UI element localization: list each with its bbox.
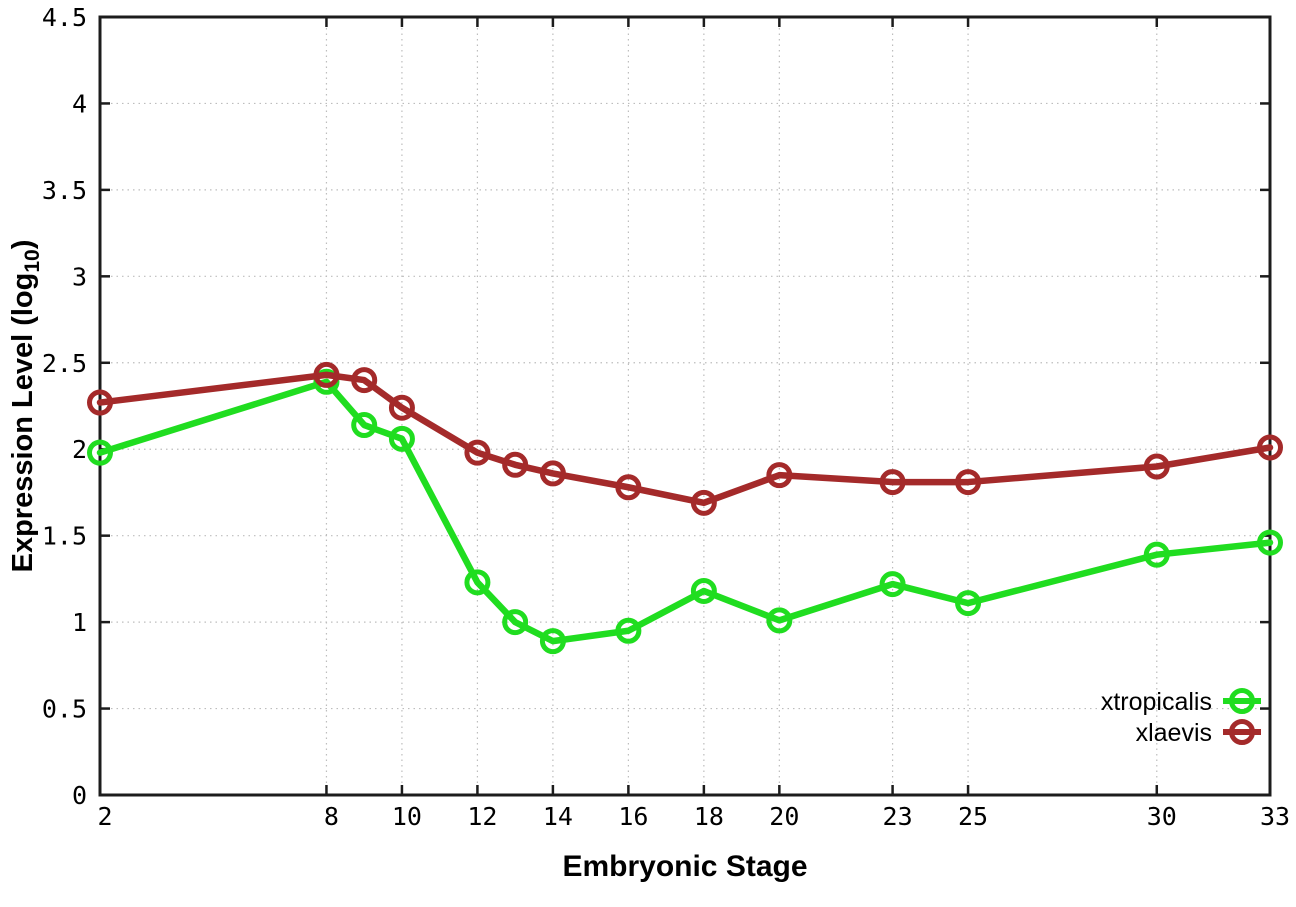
x-tick-label-14: 14 [543, 802, 573, 831]
data-point-xlaevis-stage-30 [1143, 453, 1170, 480]
x-tick-label-30: 30 [1147, 802, 1177, 831]
x-tick-label-8: 8 [324, 802, 339, 831]
data-point-xlaevis-stage-12 [464, 439, 491, 466]
series-line-xtropicalis [96, 378, 1274, 645]
data-point-xlaevis-stage-2 [87, 389, 113, 416]
y-tick-label-3: 3 [72, 262, 87, 291]
x-tick-label-25: 25 [958, 802, 988, 831]
data-point-xtropicalis-stage-16 [615, 617, 642, 644]
legend-marker-xlaevis [1229, 719, 1255, 745]
y-tick-label-0.5: 0.5 [42, 695, 87, 724]
y-tick-label-2: 2 [72, 435, 87, 464]
data-point-xtropicalis-stage-2 [87, 439, 113, 466]
data-point-xlaevis-stage-23 [879, 469, 906, 496]
data-point-xlaevis-stage-13 [502, 451, 529, 478]
x-tick-label-33: 33 [1260, 802, 1290, 831]
data-point-xtropicalis-stage-23 [879, 571, 906, 598]
data-point-xtropicalis-stage-14 [539, 628, 566, 655]
data-point-xlaevis-stage-18 [690, 489, 717, 516]
data-point-xlaevis-stage-25 [955, 469, 982, 496]
data-point-xtropicalis-stage-20 [766, 607, 793, 634]
x-tick-label-16: 16 [618, 802, 648, 831]
data-point-xtropicalis-stage-33 [1257, 529, 1283, 556]
x-tick-label-23: 23 [883, 802, 913, 831]
data-point-xlaevis-stage-33 [1257, 434, 1283, 461]
y-tick-label-2.5: 2.5 [42, 349, 87, 378]
y-tick-label-3.5: 3.5 [42, 176, 87, 205]
data-point-xtropicalis-stage-13 [502, 609, 529, 636]
y-tick-label-0: 0 [72, 781, 87, 810]
y-tick-label-4: 4 [72, 89, 87, 118]
x-tick-label-2: 2 [97, 802, 112, 831]
plot-border [98, 15, 1272, 797]
legend-label-xtropicalis: xtropicalis [1101, 688, 1212, 716]
x-tick-label-20: 20 [769, 802, 799, 831]
x-axis-title: Embryonic Stage [562, 850, 807, 883]
x-tick-label-10: 10 [392, 802, 422, 831]
data-point-xtropicalis-stage-10 [388, 425, 415, 452]
y-axis-title: Expression Level (log10) [7, 240, 44, 573]
data-point-xlaevis-stage-20 [766, 462, 793, 489]
legend-label-xlaevis: xlaevis [1136, 719, 1212, 747]
legend-marker-xtropicalis [1229, 688, 1255, 714]
x-tick-label-12: 12 [467, 802, 497, 831]
y-tick-label-4.5: 4.5 [42, 3, 87, 32]
data-point-xtropicalis-stage-18 [690, 577, 717, 604]
x-tick-label-18: 18 [694, 802, 724, 831]
data-point-xlaevis-stage-14 [539, 460, 566, 487]
data-point-xlaevis-stage-8 [313, 361, 340, 388]
data-point-xlaevis-stage-9 [351, 367, 378, 394]
y-tick-label-1.5: 1.5 [42, 522, 87, 551]
series-line-xlaevis [96, 371, 1274, 507]
data-point-xlaevis-stage-16 [615, 474, 642, 501]
data-point-xtropicalis-stage-30 [1143, 541, 1170, 568]
y-tick-label-1: 1 [72, 608, 87, 637]
data-point-xtropicalis-stage-12 [464, 569, 491, 596]
data-point-xtropicalis-stage-25 [955, 590, 982, 617]
data-point-xlaevis-stage-10 [388, 394, 415, 421]
data-point-xtropicalis-stage-9 [351, 412, 378, 439]
